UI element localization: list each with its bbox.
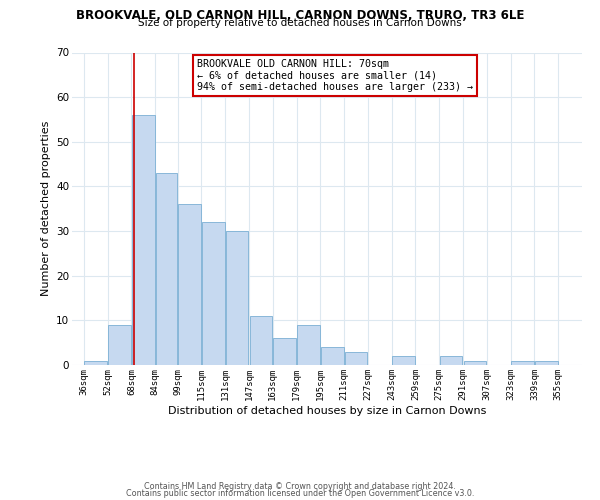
Bar	[392, 356, 415, 365]
Bar	[202, 222, 224, 365]
Y-axis label: Number of detached properties: Number of detached properties	[41, 121, 50, 296]
Text: BROOKVALE OLD CARNON HILL: 70sqm
← 6% of detached houses are smaller (14)
94% of: BROOKVALE OLD CARNON HILL: 70sqm ← 6% of…	[197, 58, 473, 92]
Bar	[321, 347, 344, 365]
X-axis label: Distribution of detached houses by size in Carnon Downs: Distribution of detached houses by size …	[168, 406, 486, 415]
Bar	[344, 352, 367, 365]
Bar	[297, 325, 320, 365]
Bar	[274, 338, 296, 365]
Bar	[535, 360, 557, 365]
Bar	[464, 360, 486, 365]
Text: BROOKVALE, OLD CARNON HILL, CARNON DOWNS, TRURO, TR3 6LE: BROOKVALE, OLD CARNON HILL, CARNON DOWNS…	[76, 9, 524, 22]
Text: Contains HM Land Registry data © Crown copyright and database right 2024.: Contains HM Land Registry data © Crown c…	[144, 482, 456, 491]
Text: Contains public sector information licensed under the Open Government Licence v3: Contains public sector information licen…	[126, 488, 474, 498]
Bar	[511, 360, 534, 365]
Bar	[226, 231, 248, 365]
Bar	[178, 204, 201, 365]
Text: Size of property relative to detached houses in Carnon Downs: Size of property relative to detached ho…	[138, 18, 462, 28]
Bar	[132, 115, 155, 365]
Bar	[440, 356, 463, 365]
Bar	[85, 360, 107, 365]
Bar	[156, 173, 177, 365]
Bar	[250, 316, 272, 365]
Bar	[108, 325, 131, 365]
